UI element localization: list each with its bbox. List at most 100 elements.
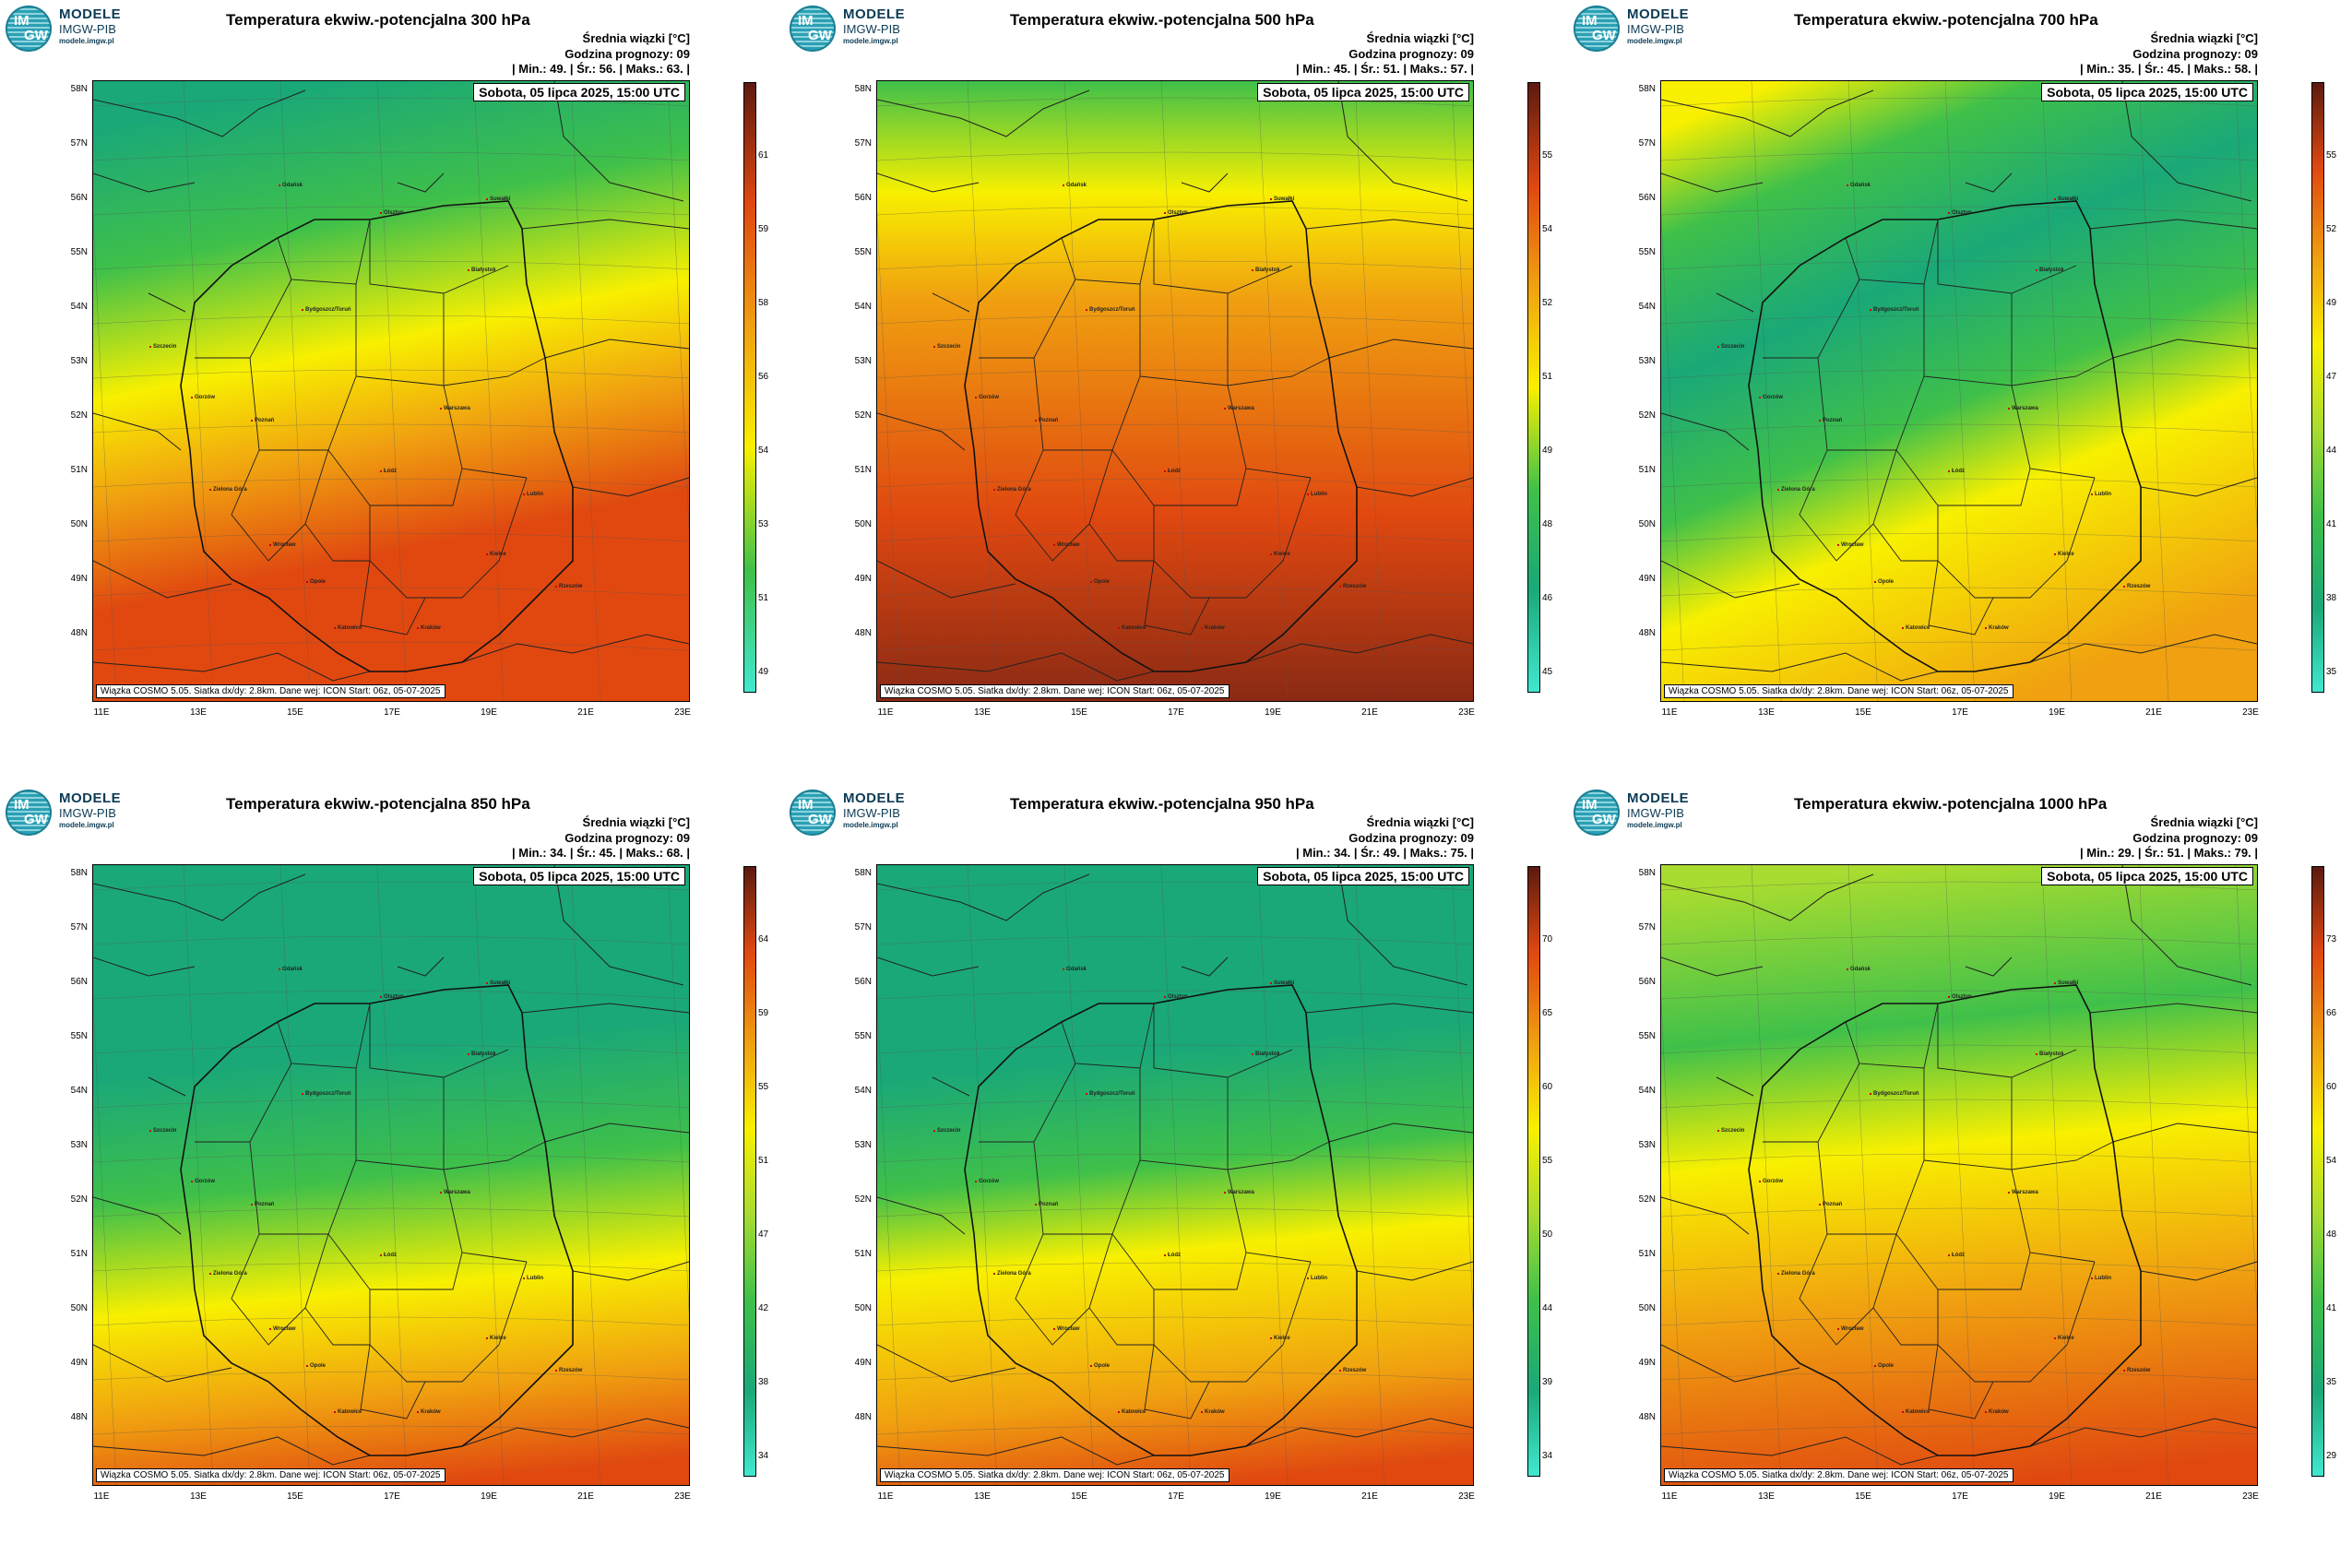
lon-label: 21E xyxy=(577,707,594,718)
city-label: Zielona Góra xyxy=(993,1271,1031,1277)
colorbar-tick: 51 xyxy=(1542,372,1553,382)
forecast-hour: Godzina prognozy: 09 xyxy=(2132,47,2258,61)
lat-label: 49N xyxy=(854,574,872,584)
forecast-hour: Godzina prognozy: 09 xyxy=(564,47,690,61)
city-label: Suwałki xyxy=(1269,196,1295,202)
lon-label: 23E xyxy=(1458,1491,1475,1502)
map-field xyxy=(1661,81,2257,701)
city-label: Opole xyxy=(1873,1363,1895,1369)
map-field xyxy=(1661,865,2257,1485)
lat-label: 57N xyxy=(1638,922,1656,932)
colorbar-tick: 48 xyxy=(2326,1229,2337,1240)
city-label: Suwałki xyxy=(485,980,511,986)
lat-label: 49N xyxy=(1638,1358,1656,1368)
city-label: Opole xyxy=(1089,579,1111,585)
colorbar-tick: 55 xyxy=(1542,1156,1553,1166)
colorbar-tick: 51 xyxy=(758,1156,769,1166)
city-label: Łódź xyxy=(380,469,397,474)
lat-label: 56N xyxy=(1638,193,1656,203)
map-area[interactable]: Gdańsk Olsztyn Białystok Szczecin Bydgoszcz/… xyxy=(1660,864,2258,1486)
map-area[interactable]: Gdańsk Olsztyn Białystok Szczecin Bydgoszcz/… xyxy=(876,864,1474,1486)
imgw-logo: IM GW MODELE IMGW-PIB modele.imgw.pl xyxy=(1574,790,1712,836)
city-label: Kraków xyxy=(417,1409,441,1415)
lon-label: 21E xyxy=(2145,707,2162,718)
lat-label: 58N xyxy=(70,868,88,878)
mean-label: Średnia wiązki [°C] xyxy=(2150,31,2258,45)
city-label: Szczecin xyxy=(932,344,961,350)
map-title: Temperatura ekwiw.-potencjalna 1000 hPa xyxy=(1794,795,2108,813)
imgw-logo-icon xyxy=(6,6,52,52)
city-label: Białystok xyxy=(1252,267,1280,273)
logo-line1: MODELE xyxy=(59,6,122,22)
city-label: Gorzów xyxy=(975,1179,999,1184)
lon-label: 23E xyxy=(674,707,691,718)
mean-label: Średnia wiązki [°C] xyxy=(582,31,690,45)
lat-label: 57N xyxy=(854,922,872,932)
lat-label: 53N xyxy=(70,1140,88,1150)
colorbar-tick: 41 xyxy=(2326,519,2337,529)
lon-label: 13E xyxy=(1758,707,1775,718)
lat-label: 58N xyxy=(1638,868,1656,878)
city-label: Kraków xyxy=(1201,1409,1225,1415)
lat-label: 55N xyxy=(70,1031,88,1041)
city-label: Lublin xyxy=(1307,492,1327,497)
lat-label: 57N xyxy=(1638,138,1656,148)
lat-label: 48N xyxy=(70,1412,88,1422)
valid-date: Sobota, 05 lipca 2025, 15:00 UTC xyxy=(473,83,685,101)
city-label: Rzeszów xyxy=(554,1368,583,1373)
city-label: Gdańsk xyxy=(1062,183,1087,188)
map-area[interactable]: Gdańsk Olsztyn Białystok Szczecin Bydgoszcz/… xyxy=(876,80,1474,702)
city-label: Warszawa xyxy=(2008,1190,2038,1195)
city-label: Lublin xyxy=(2091,1276,2111,1281)
city-label: Wrocław xyxy=(1053,542,1080,548)
city-label: Wrocław xyxy=(269,1326,296,1332)
imgw-logo: IM GW MODELE IMGW-PIB modele.imgw.pl xyxy=(790,790,928,836)
lon-label: 19E xyxy=(2049,1491,2065,1502)
map-area[interactable]: Gdańsk Olsztyn Białystok Szczecin Bydgoszcz/… xyxy=(92,80,690,702)
forecast-hour: Godzina prognozy: 09 xyxy=(564,831,690,845)
map-field xyxy=(93,865,689,1485)
colorbar xyxy=(1527,82,1540,693)
colorbar-tick: 44 xyxy=(2326,445,2337,456)
lat-label: 55N xyxy=(854,1031,872,1041)
city-label: Rzeszów xyxy=(1338,584,1367,589)
city-label: Kielce xyxy=(486,552,506,557)
colorbar xyxy=(2311,866,2324,1477)
lat-label: 54N xyxy=(854,1086,872,1096)
lat-label: 51N xyxy=(854,465,872,475)
city-label: Suwałki xyxy=(2053,196,2079,202)
lat-label: 48N xyxy=(1638,1412,1656,1422)
model-footer: Wiązka COSMO 5.05. Siatka dx/dy: 2.8km. … xyxy=(96,684,445,698)
colorbar xyxy=(1527,866,1540,1477)
lat-label: 52N xyxy=(1638,410,1656,421)
forecast-hour: Godzina prognozy: 09 xyxy=(1348,47,1474,61)
logo-line2: IMGW-PIB xyxy=(843,806,900,820)
city-label: Katowice xyxy=(333,625,362,631)
colorbar-tick: 52 xyxy=(2326,224,2337,234)
city-label: Kraków xyxy=(1985,625,2009,631)
city-label: Gorzów xyxy=(191,1179,215,1184)
lon-label: 21E xyxy=(577,1491,594,1502)
city-label: Kielce xyxy=(2054,1336,2074,1341)
lat-label: 50N xyxy=(70,519,88,529)
map-area[interactable]: Gdańsk Olsztyn Białystok Szczecin Bydgoszcz/… xyxy=(1660,80,2258,702)
city-label: Wrocław xyxy=(1837,1326,1864,1332)
logo-line1: MODELE xyxy=(1627,6,1690,22)
map-area[interactable]: Gdańsk Olsztyn Białystok Szczecin Bydgoszcz/… xyxy=(92,864,690,1486)
mean-label: Średnia wiązki [°C] xyxy=(1366,815,1474,829)
poland-border xyxy=(180,984,574,1456)
logo-mark-bottom: GW xyxy=(808,812,832,827)
city-label: Suwałki xyxy=(1269,980,1295,986)
colorbar-tick: 46 xyxy=(1542,593,1553,603)
logo-line2: IMGW-PIB xyxy=(843,22,900,36)
map-field xyxy=(93,81,689,701)
valid-date: Sobota, 05 lipca 2025, 15:00 UTC xyxy=(473,867,685,885)
imgw-logo-icon xyxy=(1574,790,1620,836)
valid-date: Sobota, 05 lipca 2025, 15:00 UTC xyxy=(2041,867,2253,885)
lat-label: 48N xyxy=(854,1412,872,1422)
colorbar-tick: 39 xyxy=(1542,1377,1553,1387)
stats-line: | Min.: 34. | Śr.: 49. | Maks.: 75. | xyxy=(1295,846,1474,860)
city-label: Zielona Góra xyxy=(1777,487,1815,493)
lat-label: 58N xyxy=(1638,84,1656,94)
city-label: Rzeszów xyxy=(1338,1368,1367,1373)
